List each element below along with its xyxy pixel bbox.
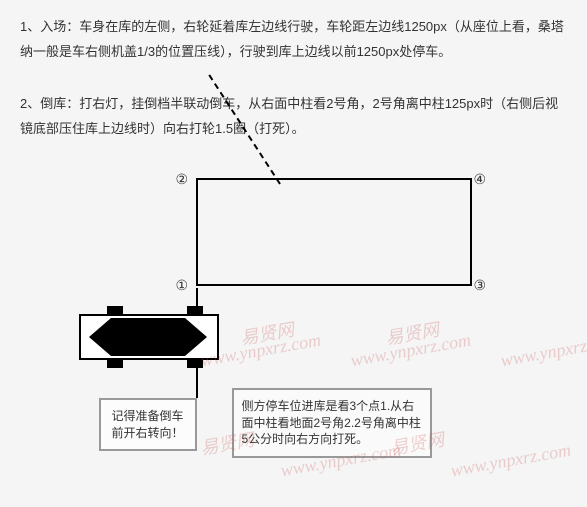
car-window-left <box>89 318 111 356</box>
wheel-icon <box>187 360 203 368</box>
wheel-icon <box>187 306 203 314</box>
corner-label-2: ② <box>176 172 189 189</box>
corner-label-1: ① <box>176 278 189 295</box>
corner-label-4: ④ <box>474 172 487 189</box>
car-icon <box>79 304 219 370</box>
paragraph-1: 1、入场：车身在库的左侧，右轮延着库左边线行驶，车轮距左边线1250px（从座位… <box>20 15 567 64</box>
parking-box <box>196 178 472 286</box>
wheel-icon <box>107 306 123 314</box>
car-cabin <box>111 318 185 356</box>
callout-box-2: 侧方停车位进库是看3个点1.从右面中柱看地面2号角2.2号角离中柱5公分时向右方… <box>232 388 432 458</box>
diagram: ② ④ ① ③ 记得准备倒车前开右转向！ 侧方停车位进库是看3个点1.从右面中柱… <box>54 170 534 480</box>
corner-label-3: ③ <box>474 278 487 295</box>
car-window-right <box>185 318 207 356</box>
wheel-icon <box>107 360 123 368</box>
callout-box-1: 记得准备倒车前开右转向！ <box>99 398 197 452</box>
paragraph-2: 2、倒库：打右灯，挂倒档半联动倒车，从右面中柱看2号角，2号角离中柱125px时… <box>20 92 567 141</box>
